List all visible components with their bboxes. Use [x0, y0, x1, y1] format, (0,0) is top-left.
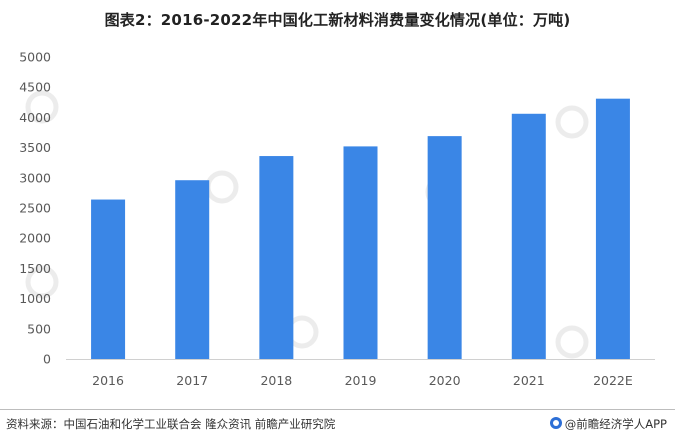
bars: [91, 98, 630, 360]
source-note: 资料来源：中国石油和化学工业联合会 隆众资讯 前瞻产业研究院: [6, 417, 336, 431]
y-tick-label: 2500: [19, 201, 51, 216]
y-tick-label: 1000: [19, 291, 51, 306]
y-tick-label: 0: [43, 352, 51, 367]
brand-credit: @前瞻经济学人APP: [549, 416, 667, 432]
y-tick-label: 3000: [19, 170, 51, 185]
watermark-mark: [25, 90, 59, 124]
bar-2017: [175, 180, 210, 359]
brand-text: @前瞻经济学人APP: [564, 417, 667, 431]
y-tick-label: 3500: [19, 140, 51, 155]
watermark-mark: [555, 105, 589, 139]
bar-chart: 0 500 1000 1500 2000 2500 3000 3500 4000 4500 5000…: [19, 50, 655, 388]
watermark-mark: [205, 170, 239, 204]
y-tick-label: 4500: [19, 80, 51, 95]
bar-2019: [343, 146, 378, 359]
watermark-mark: [25, 265, 59, 299]
y-tick-label: 2000: [19, 231, 51, 246]
y-axis-ticks: 0 500 1000 1500 2000 2500 3000 3500 4000 4500 5000: [19, 50, 51, 367]
y-tick-label: 4000: [19, 110, 51, 125]
y-tick-label: 5000: [19, 50, 51, 65]
bar-2020: [427, 136, 462, 359]
footer: 资料来源：中国石油和化学工业联合会 隆众资讯 前瞻产业研究院 @前瞻经济学人AP…: [0, 409, 675, 440]
x-tick-label: 2020: [429, 373, 461, 388]
qianzhan-logo-icon: [549, 417, 562, 429]
x-tick-label: 2018: [260, 373, 292, 388]
x-tick-label: 2017: [176, 373, 208, 388]
bar-2022E: [595, 98, 630, 360]
y-tick-label: 1500: [19, 261, 51, 276]
bar-2018: [259, 156, 294, 359]
x-tick-label: 2019: [345, 373, 377, 388]
bar-2021: [511, 113, 546, 359]
y-tick-label: 500: [27, 321, 51, 336]
bar-2016: [91, 199, 126, 359]
x-tick-label: 2022E: [593, 373, 633, 388]
x-tick-label: 2016: [92, 373, 124, 388]
chart-title: 图表2：2016-2022年中国化工新材料消费量变化情况(单位：万吨): [104, 11, 571, 29]
x-tick-label: 2021: [513, 373, 545, 388]
x-axis-ticks: 2016 2017 2018 2019 2020 2021 2022E: [92, 373, 633, 388]
watermark-mark: [555, 325, 589, 359]
